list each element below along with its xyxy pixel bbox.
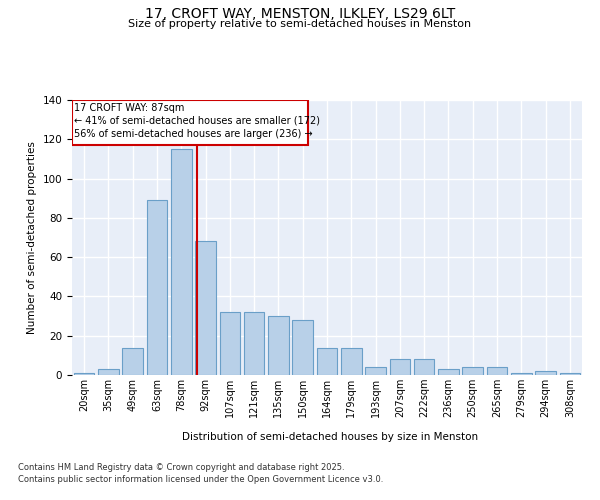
- Text: 17 CROFT WAY: 87sqm: 17 CROFT WAY: 87sqm: [74, 103, 185, 113]
- Bar: [511, 373, 532, 375]
- Bar: [365, 367, 386, 375]
- Bar: [389, 360, 410, 375]
- Text: Contains HM Land Registry data © Crown copyright and database right 2025.: Contains HM Land Registry data © Crown c…: [18, 462, 344, 471]
- Bar: [220, 312, 240, 375]
- Bar: [463, 367, 483, 375]
- Text: ← 41% of semi-detached houses are smaller (172): ← 41% of semi-detached houses are smalle…: [74, 116, 320, 126]
- Bar: [195, 242, 216, 375]
- Y-axis label: Number of semi-detached properties: Number of semi-detached properties: [27, 141, 37, 334]
- Text: Contains public sector information licensed under the Open Government Licence v3: Contains public sector information licen…: [18, 475, 383, 484]
- Bar: [244, 312, 265, 375]
- Bar: [72, 100, 308, 145]
- Bar: [74, 373, 94, 375]
- Bar: [438, 369, 459, 375]
- Bar: [268, 316, 289, 375]
- Bar: [122, 348, 143, 375]
- Bar: [98, 369, 119, 375]
- Bar: [146, 200, 167, 375]
- Bar: [292, 320, 313, 375]
- Bar: [560, 373, 580, 375]
- Bar: [414, 360, 434, 375]
- Text: 56% of semi-detached houses are larger (236) →: 56% of semi-detached houses are larger (…: [74, 130, 313, 140]
- Text: Distribution of semi-detached houses by size in Menston: Distribution of semi-detached houses by …: [182, 432, 478, 442]
- Bar: [171, 149, 191, 375]
- Bar: [535, 371, 556, 375]
- Text: 17, CROFT WAY, MENSTON, ILKLEY, LS29 6LT: 17, CROFT WAY, MENSTON, ILKLEY, LS29 6LT: [145, 8, 455, 22]
- Text: Size of property relative to semi-detached houses in Menston: Size of property relative to semi-detach…: [128, 19, 472, 29]
- Bar: [487, 367, 508, 375]
- Bar: [317, 348, 337, 375]
- Bar: [341, 348, 362, 375]
